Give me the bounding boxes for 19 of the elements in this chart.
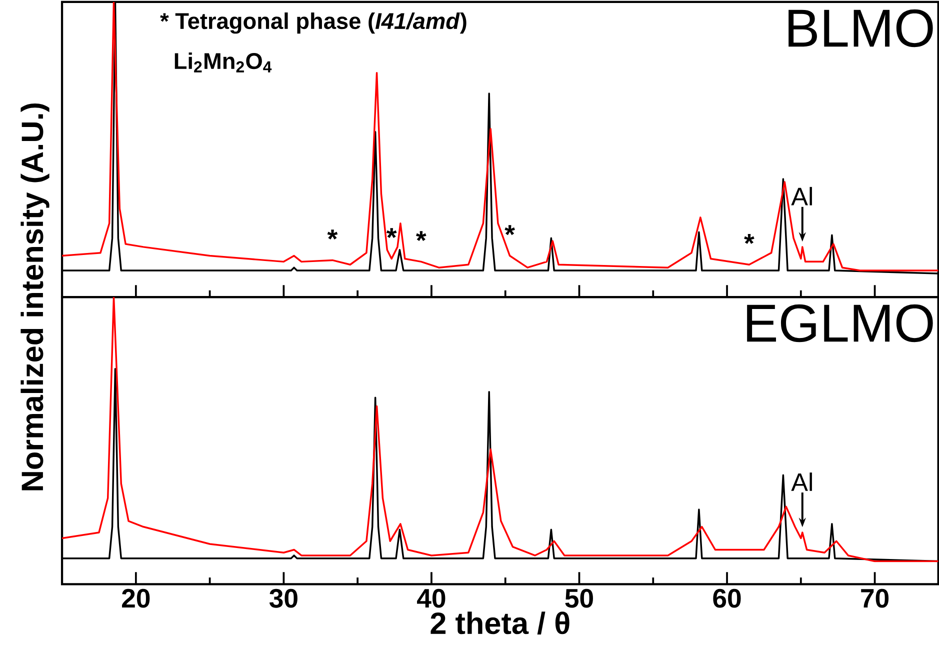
x-tick-label: 30 xyxy=(269,588,298,608)
annotation: * xyxy=(504,225,515,235)
annotation: * xyxy=(744,234,754,244)
annotation: Al xyxy=(791,186,812,206)
annotation: * xyxy=(327,229,338,240)
y-axis-title: Normalized intensity (A.U.) xyxy=(20,103,50,490)
annotation: Al xyxy=(791,472,812,491)
x-tick-label: 20 xyxy=(122,588,150,608)
annotation: * Tetragonal phase (I41/amd) xyxy=(160,12,466,34)
x-tick-label: 60 xyxy=(713,588,741,608)
x-tick-label: 40 xyxy=(417,588,446,608)
x-tick-label: 70 xyxy=(861,588,889,608)
annotation: * xyxy=(386,228,397,238)
x-axis-title: 2 theta / θ xyxy=(430,612,570,634)
chart-title: EGLMO xyxy=(747,304,933,342)
annotation: * xyxy=(416,230,426,241)
x-tick-label: 50 xyxy=(565,588,593,608)
chart-title: BLMO xyxy=(788,9,933,48)
annotation: Li$_{2}$Mn$_{2}$O$_{4}$ xyxy=(174,52,272,72)
